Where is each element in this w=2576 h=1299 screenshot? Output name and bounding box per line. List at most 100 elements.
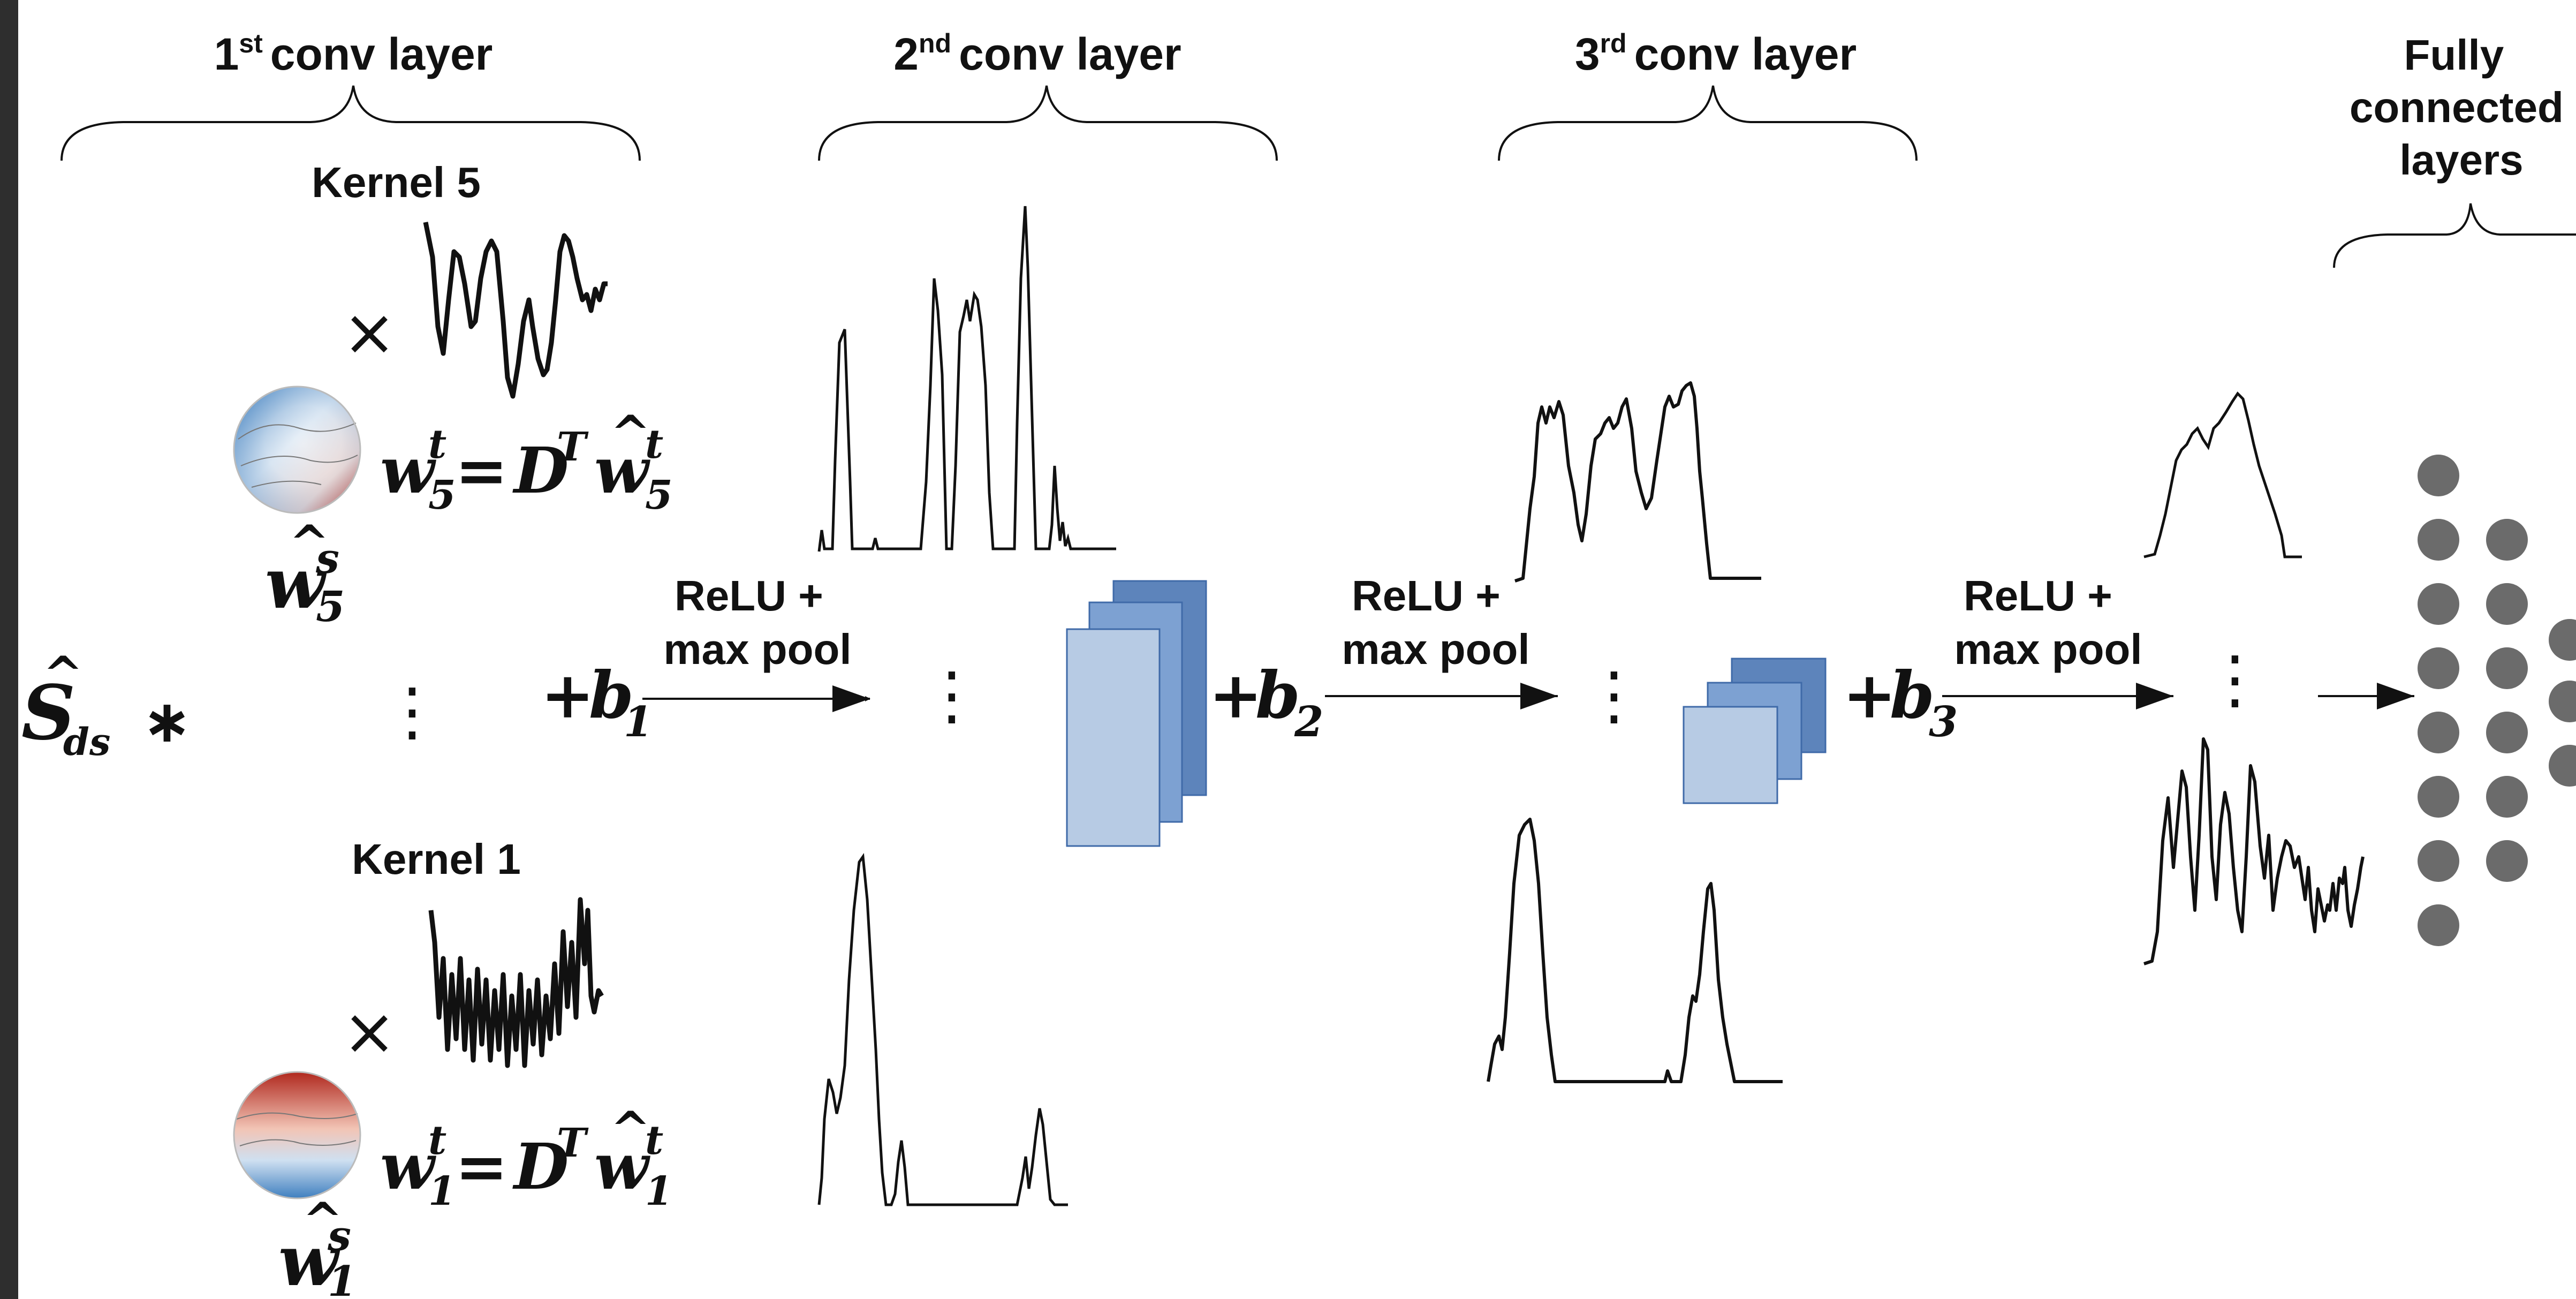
conv3-ellipsis: ⋮ (1582, 659, 1646, 733)
fc-node (2418, 519, 2459, 561)
kernel1-title: Kernel 1 (352, 835, 521, 883)
bias2-b: b (1255, 658, 1300, 733)
w1s-sub: 1 (328, 1257, 357, 1299)
convolution-operator: ∗ (142, 687, 192, 756)
w5t-D: D (512, 433, 569, 508)
conv1-brace (60, 85, 641, 161)
fc-node (2418, 583, 2459, 625)
fc-node (2549, 619, 2576, 661)
conv1-suffix: st (239, 28, 263, 58)
conv3-brace (1498, 85, 1918, 161)
w1s-label: w ^ s 1 (278, 1192, 357, 1299)
input-hat: ^ (43, 646, 83, 703)
arrow2-head (1520, 683, 1558, 709)
arrow1-label-line1: ReLU + (675, 572, 823, 620)
kernel5-temporal-waveform (423, 222, 608, 399)
bias3-plus: + (1843, 658, 1897, 733)
conv2-ordinal: 2 (893, 29, 919, 79)
fc-node (2486, 712, 2528, 753)
w5t-what-sub: 5 (645, 472, 673, 518)
input-signal-label: S ^ ds (21, 646, 110, 764)
w5s-w: w (265, 542, 327, 624)
w1t-what-sub: 1 (645, 1168, 673, 1214)
bias1-sub: 1 (624, 698, 653, 746)
fc-node (2486, 776, 2528, 818)
arrow3-label-line1: ReLU + (1964, 572, 2112, 620)
w1t-D: D (512, 1129, 569, 1204)
fc-node (2418, 647, 2459, 689)
bias3: + b 3 (1843, 658, 1958, 746)
bias1: + b 1 (541, 658, 653, 746)
w1t-w: w (380, 1129, 436, 1204)
fc-node (2418, 776, 2459, 818)
w1t-eq: = (455, 1129, 508, 1204)
fc-node (2486, 840, 2528, 882)
conv2-ellipsis: ⋮ (920, 659, 984, 733)
w5t-w: w (380, 433, 436, 508)
conv2-stack-front (1066, 628, 1161, 847)
pooled-map-top-waveform (2143, 391, 2302, 558)
conv3-suffix: rd (1600, 28, 1627, 58)
fc-line2: connected (2350, 84, 2564, 131)
conv1-header: 1st conv layer (60, 28, 641, 161)
bias1-b: b (589, 658, 634, 733)
w5s-label: w ^ s 5 (265, 515, 345, 631)
conv2-suffix: nd (919, 28, 951, 58)
conv1-ordinal: 1 (214, 29, 239, 79)
w5t-sup: t (428, 421, 446, 467)
arrow2-label: ReLU + max pool (1342, 572, 1529, 673)
w5t-T: T (557, 424, 589, 470)
w1s-hat: ^ (302, 1192, 343, 1249)
conv2-map-bottom-waveform (817, 853, 1068, 1206)
conv3-stack-front (1683, 706, 1778, 804)
w5t-eq: = (455, 433, 508, 508)
arrow2-label-line2: max pool (1342, 625, 1529, 673)
fc-node (2418, 840, 2459, 882)
kernel-ellipsis: ⋮ (380, 675, 444, 749)
kernel1-equation: w t 1 = D T w ^ t 1 (380, 1101, 673, 1214)
bias3-sub: 3 (1929, 698, 1958, 746)
fc-line1: Fully (2404, 31, 2504, 79)
w5s-sub: 5 (316, 583, 345, 631)
fc-node (2418, 712, 2459, 753)
input-sub: ds (63, 720, 110, 764)
fc-node (2549, 681, 2576, 722)
pooled-ellipsis: ⋮ (2203, 643, 2267, 717)
bias2-sub: 2 (1294, 698, 1323, 746)
arrow3-label: ReLU + max pool (1954, 572, 2142, 673)
conv2-map-top-waveform (817, 206, 1116, 552)
kernel5-times: × (343, 296, 397, 370)
conv2-brace (818, 85, 1278, 161)
fc-node (2418, 455, 2459, 496)
fc-node (2549, 745, 2576, 787)
bias3-b: b (1890, 658, 1935, 733)
fc-layer-3 (2549, 619, 2576, 787)
fc-node (2486, 647, 2528, 689)
pooled-map-bottom-waveform (2143, 737, 2365, 965)
conv3-map-top-waveform (1514, 381, 1761, 583)
conv2-feature-stack (1066, 580, 1207, 847)
arrow1-label: ReLU + max pool (663, 572, 851, 673)
conv3-map-bottom-waveform (1487, 818, 1783, 1083)
kernel1-times: × (343, 995, 397, 1069)
kernel1-temporal-waveform (428, 897, 604, 1068)
conv2-label: conv layer (959, 29, 1181, 79)
w5s-hat: ^ (289, 515, 329, 571)
kernel5-title: Kernel 5 (312, 158, 481, 206)
w5t-what-sup: t (645, 421, 663, 467)
fc-node (2486, 519, 2528, 561)
w5t-what-w: w (594, 433, 650, 508)
bias1-plus: + (541, 658, 595, 733)
w1t-what-hat: ^ (610, 1101, 650, 1158)
conv3-feature-stack (1683, 658, 1827, 804)
fc-layer-2 (2486, 519, 2528, 882)
input-S: S (21, 669, 75, 757)
w1s-w: w (278, 1220, 340, 1299)
fc-layer-1 (2418, 455, 2459, 946)
kernel5-equation: w t 5 = D T w ^ t 5 (380, 405, 673, 518)
fc-brace (2333, 203, 2576, 268)
